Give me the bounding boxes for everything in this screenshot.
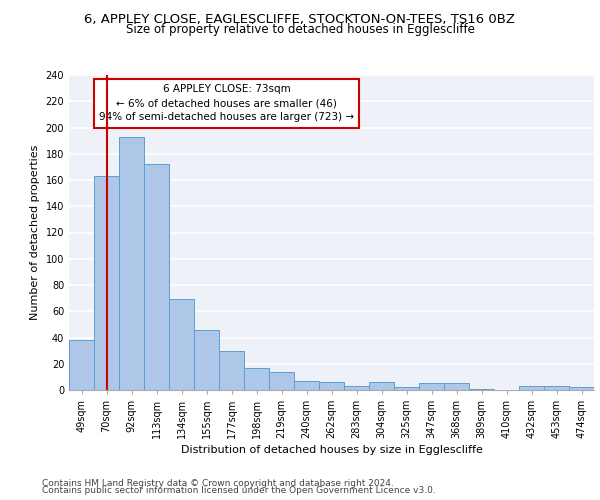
Bar [469,388,494,390]
Bar [419,384,444,390]
Bar [444,384,469,390]
Text: Contains public sector information licensed under the Open Government Licence v3: Contains public sector information licen… [42,486,436,495]
Bar [294,381,319,390]
Bar [369,382,394,390]
Text: Contains HM Land Registry data © Crown copyright and database right 2024.: Contains HM Land Registry data © Crown c… [42,478,394,488]
Bar [344,386,369,390]
Bar [219,350,244,390]
Bar [244,368,269,390]
Bar [519,386,544,390]
Text: Size of property relative to detached houses in Egglescliffe: Size of property relative to detached ho… [125,22,475,36]
Bar [169,300,194,390]
Y-axis label: Number of detached properties: Number of detached properties [30,145,40,320]
Bar [69,340,94,390]
Bar [319,382,344,390]
Text: 6 APPLEY CLOSE: 73sqm
← 6% of detached houses are smaller (46)
94% of semi-detac: 6 APPLEY CLOSE: 73sqm ← 6% of detached h… [99,84,354,122]
Bar [194,330,219,390]
Text: 6, APPLEY CLOSE, EAGLESCLIFFE, STOCKTON-ON-TEES, TS16 0BZ: 6, APPLEY CLOSE, EAGLESCLIFFE, STOCKTON-… [85,12,515,26]
Bar [269,372,294,390]
Bar [394,388,419,390]
Bar [144,164,169,390]
Bar [94,176,119,390]
Bar [569,388,594,390]
Bar [119,136,144,390]
X-axis label: Distribution of detached houses by size in Egglescliffe: Distribution of detached houses by size … [181,446,482,456]
Bar [544,386,569,390]
